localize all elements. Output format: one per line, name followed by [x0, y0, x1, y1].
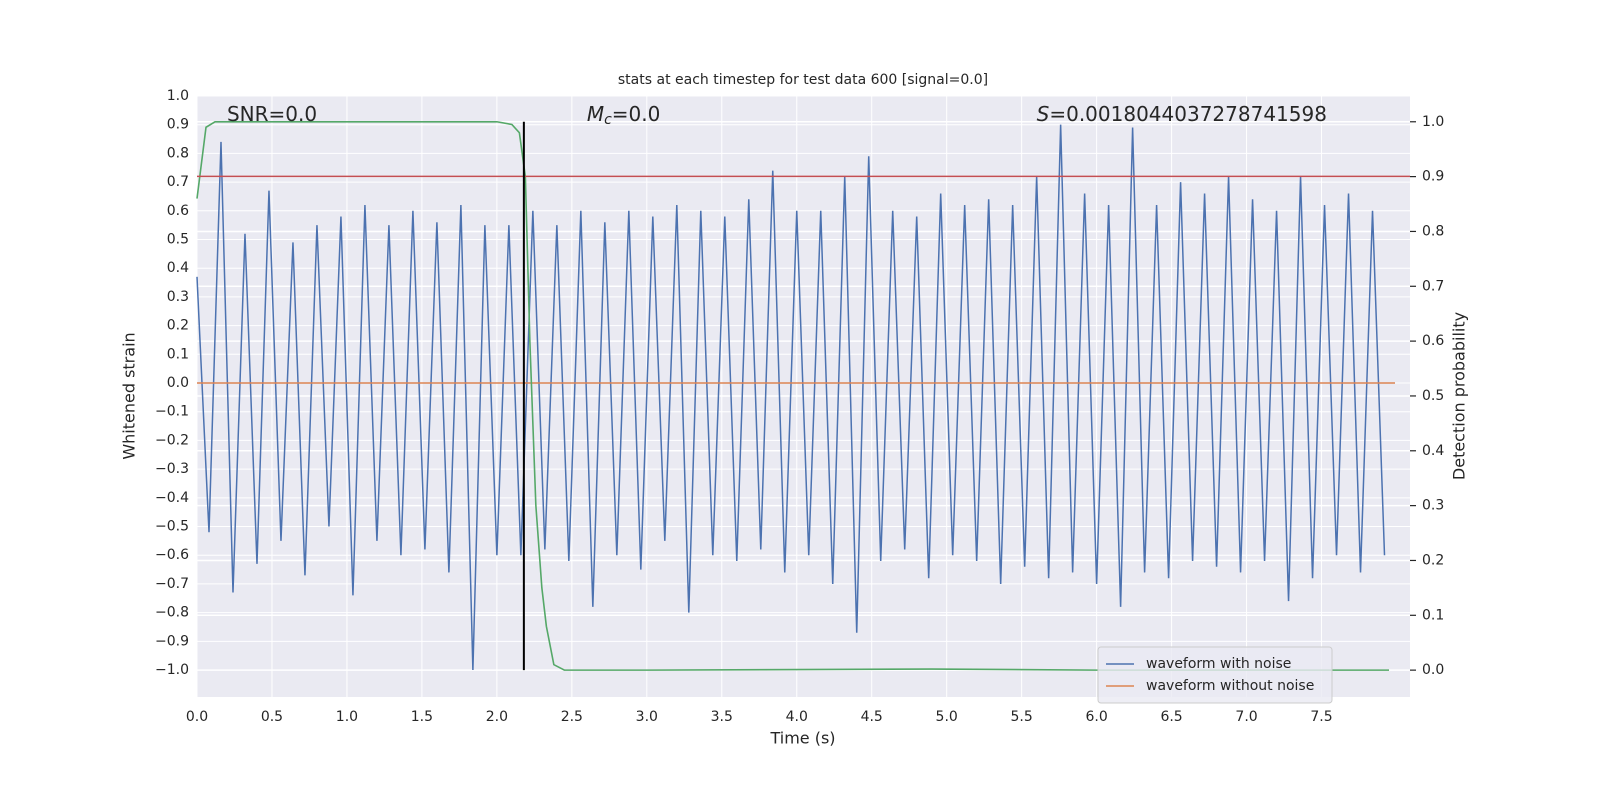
annotation-part: M: [587, 102, 604, 126]
x-axis-label: Time (s): [769, 729, 835, 748]
y-tick-label: 0.2: [167, 318, 189, 334]
y2-tick-label: 0.3: [1422, 498, 1444, 514]
series-line: [196, 120, 1390, 671]
y2-tick-label: 0.7: [1422, 278, 1444, 294]
y-tick-label: 0.5: [167, 232, 189, 248]
legend-label: waveform with noise: [1146, 656, 1291, 672]
x-tick-label: 1.0: [336, 709, 358, 725]
y-tick-label: −0.5: [155, 519, 189, 535]
y2-tick-label: 0.0: [1422, 662, 1444, 678]
annotation-part: =0.0: [612, 102, 661, 126]
y2-tick-label: 0.1: [1422, 607, 1444, 623]
annotation-part: SNR=0.0: [227, 102, 317, 126]
x-tick-label: 1.5: [411, 709, 433, 725]
y-axis-label: Whitened strain: [120, 332, 139, 459]
legend-label: waveform without noise: [1146, 678, 1314, 694]
y-tick-label: 0.3: [167, 289, 189, 305]
annotation: Mc=0.0: [587, 102, 661, 129]
x-tick-label: 5.5: [1011, 709, 1033, 725]
y2-tick-label: 0.6: [1422, 333, 1444, 349]
y-tick-label: 0.8: [167, 145, 189, 161]
y2-tick-label: 0.9: [1422, 169, 1444, 185]
y-tick-label: −0.3: [155, 461, 189, 477]
x-tick-label: 6.5: [1160, 709, 1182, 725]
y-tick-label: 0.1: [167, 346, 189, 362]
y-tick-label: −0.2: [155, 432, 189, 448]
y-tick-label: −0.1: [155, 404, 189, 420]
x-tick-label: 7.5: [1310, 709, 1332, 725]
x-tick-label: 4.5: [861, 709, 883, 725]
y2-tick-label: 0.2: [1422, 552, 1444, 568]
y-tick-label: 0.9: [167, 117, 189, 133]
x-tick-label: 3.0: [636, 709, 658, 725]
y2-axis-label: Detection probability: [1450, 312, 1469, 480]
annotation-part: S: [1037, 102, 1050, 126]
series-line: [196, 124, 1386, 671]
y2-tick-label: 0.4: [1422, 443, 1444, 459]
chart-title: stats at each timestep for test data 600…: [618, 72, 988, 88]
x-tick-label: 4.0: [786, 709, 808, 725]
y2-tick-label: 0.5: [1422, 388, 1444, 404]
x-tick-label: 2.5: [561, 709, 583, 725]
annotation-part: c: [604, 112, 612, 128]
y-tick-label: −0.9: [155, 633, 189, 649]
annotation-part: =0.0018044037278741598: [1049, 102, 1327, 126]
y-tick-label: 0.0: [167, 375, 189, 391]
y-tick-label: −0.7: [155, 576, 189, 592]
x-tick-label: 7.0: [1235, 709, 1257, 725]
y-tick-label: 0.6: [167, 203, 189, 219]
y-tick-label: −0.6: [155, 547, 189, 563]
y-tick-label: −0.8: [155, 605, 189, 621]
y-tick-label: −1.0: [155, 662, 189, 678]
annotation: S=0.0018044037278741598: [1037, 102, 1327, 126]
x-tick-label: 3.5: [711, 709, 733, 725]
x-tick-label: 0.5: [261, 709, 283, 725]
y-tick-label: 0.4: [167, 260, 189, 276]
y-tick-label: 1.0: [167, 88, 189, 104]
x-tick-label: 6.0: [1085, 709, 1107, 725]
y-tick-label: 0.7: [167, 174, 189, 190]
annotation: SNR=0.0: [227, 102, 317, 126]
y2-tick-label: 1.0: [1422, 114, 1444, 130]
x-tick-label: 5.0: [936, 709, 958, 725]
legend-box: [1097, 646, 1333, 704]
y-tick-label: −0.4: [155, 490, 189, 506]
x-tick-label: 2.0: [486, 709, 508, 725]
y2-tick-label: 0.8: [1422, 223, 1444, 239]
x-tick-label: 0.0: [186, 709, 208, 725]
